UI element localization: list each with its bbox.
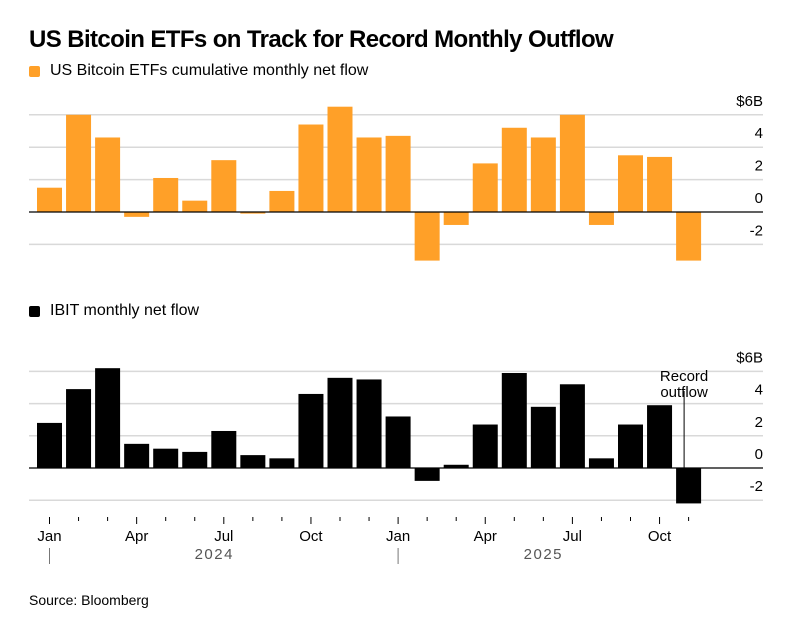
legend-label-ibit: IBIT monthly net flow: [50, 302, 200, 319]
ibit-bar: [356, 379, 382, 468]
ibit-bar: [588, 458, 614, 468]
etf-bar: [588, 212, 614, 225]
etf-bar: [182, 200, 208, 212]
etf-y-tick-label: 0: [755, 190, 763, 207]
etf-bar: [530, 137, 556, 212]
annotation-text: Record: [660, 368, 708, 385]
ibit-y-tick-label: 0: [755, 446, 763, 463]
etf-y-tick-label: -2: [750, 222, 763, 239]
etf-bar: [37, 187, 62, 212]
etf-bar: [472, 163, 498, 212]
ibit-bar: [66, 389, 92, 468]
legend-ibit: IBIT monthly net flow: [29, 302, 199, 320]
ibit-bar: [269, 458, 295, 468]
ibit-bar: [182, 451, 208, 468]
ibit-bar: [240, 455, 266, 468]
etf-y-tick-label: $6B: [736, 93, 763, 110]
x-tick-label: Jul: [214, 528, 233, 545]
etf-bar: [443, 212, 469, 225]
ibit-y-tick-label: $6B: [736, 349, 763, 366]
etf-bar: [414, 212, 440, 261]
ibit-bar: [37, 422, 62, 468]
etf-bar: [211, 160, 237, 212]
x-year-label: 2024: [195, 546, 234, 563]
etf-bar: [153, 177, 179, 212]
ibit-bar: [676, 468, 702, 504]
ibit-bar: [211, 430, 237, 468]
ibit-bar: [443, 464, 469, 468]
etf-bar: [676, 212, 702, 261]
ibit-bar: [385, 416, 411, 468]
ibit-bar: [327, 377, 353, 468]
ibit-bar: [530, 406, 556, 468]
legend-swatch-etf: [29, 65, 40, 77]
x-tick-label: Oct: [299, 528, 323, 545]
ibit-bar: [298, 393, 324, 468]
etf-bar: [385, 135, 411, 212]
x-tick-label: Jan: [37, 528, 61, 545]
etf-bar: [327, 106, 353, 212]
ibit-y-tick-label: 4: [755, 382, 763, 399]
etf-bar: [269, 190, 295, 212]
etf-bar: [647, 156, 673, 212]
ibit-y-tick-label: 2: [755, 414, 763, 431]
etf-y-tick-label: 2: [755, 158, 763, 175]
x-year-label: 2025: [524, 546, 563, 563]
etf-bar: [240, 212, 266, 214]
etf-bar: [298, 124, 324, 212]
ibit-bar: [124, 443, 150, 468]
legend-etf: US Bitcoin ETFs cumulative monthly net f…: [29, 62, 368, 80]
etf-bar: [356, 137, 382, 212]
ibit-bar: [414, 468, 440, 481]
x-tick-label: Oct: [648, 528, 672, 545]
ibit-bar: [647, 405, 673, 468]
etf-bar: [124, 212, 150, 217]
ibit-y-tick-label: -2: [750, 478, 763, 495]
x-tick-label: Apr: [125, 528, 148, 545]
etf-bar: [618, 155, 643, 212]
x-tick-label: Jan: [386, 528, 410, 545]
ibit-bar: [153, 448, 179, 468]
etf-bar: [559, 114, 585, 212]
ibit-bar: [618, 424, 643, 468]
ibit-bar: [501, 373, 527, 468]
etf-y-tick-label: 4: [755, 125, 763, 142]
etf-bar: [95, 137, 121, 212]
legend-swatch-ibit: [29, 305, 40, 317]
ibit-bar: [472, 424, 498, 468]
ibit-bar: [559, 384, 585, 468]
legend-label-etf: US Bitcoin ETFs cumulative monthly net f…: [50, 62, 369, 79]
ibit-bar: [95, 368, 121, 468]
etf-bar: [66, 114, 92, 212]
x-tick-label: Apr: [474, 528, 497, 545]
etf-bar: [501, 127, 527, 212]
x-tick-label: Jul: [563, 528, 582, 545]
chart-title: US Bitcoin ETFs on Track for Record Mont…: [29, 26, 614, 53]
annotation-text: outflow: [660, 384, 708, 401]
source-note: Source: Bloomberg: [29, 592, 149, 608]
